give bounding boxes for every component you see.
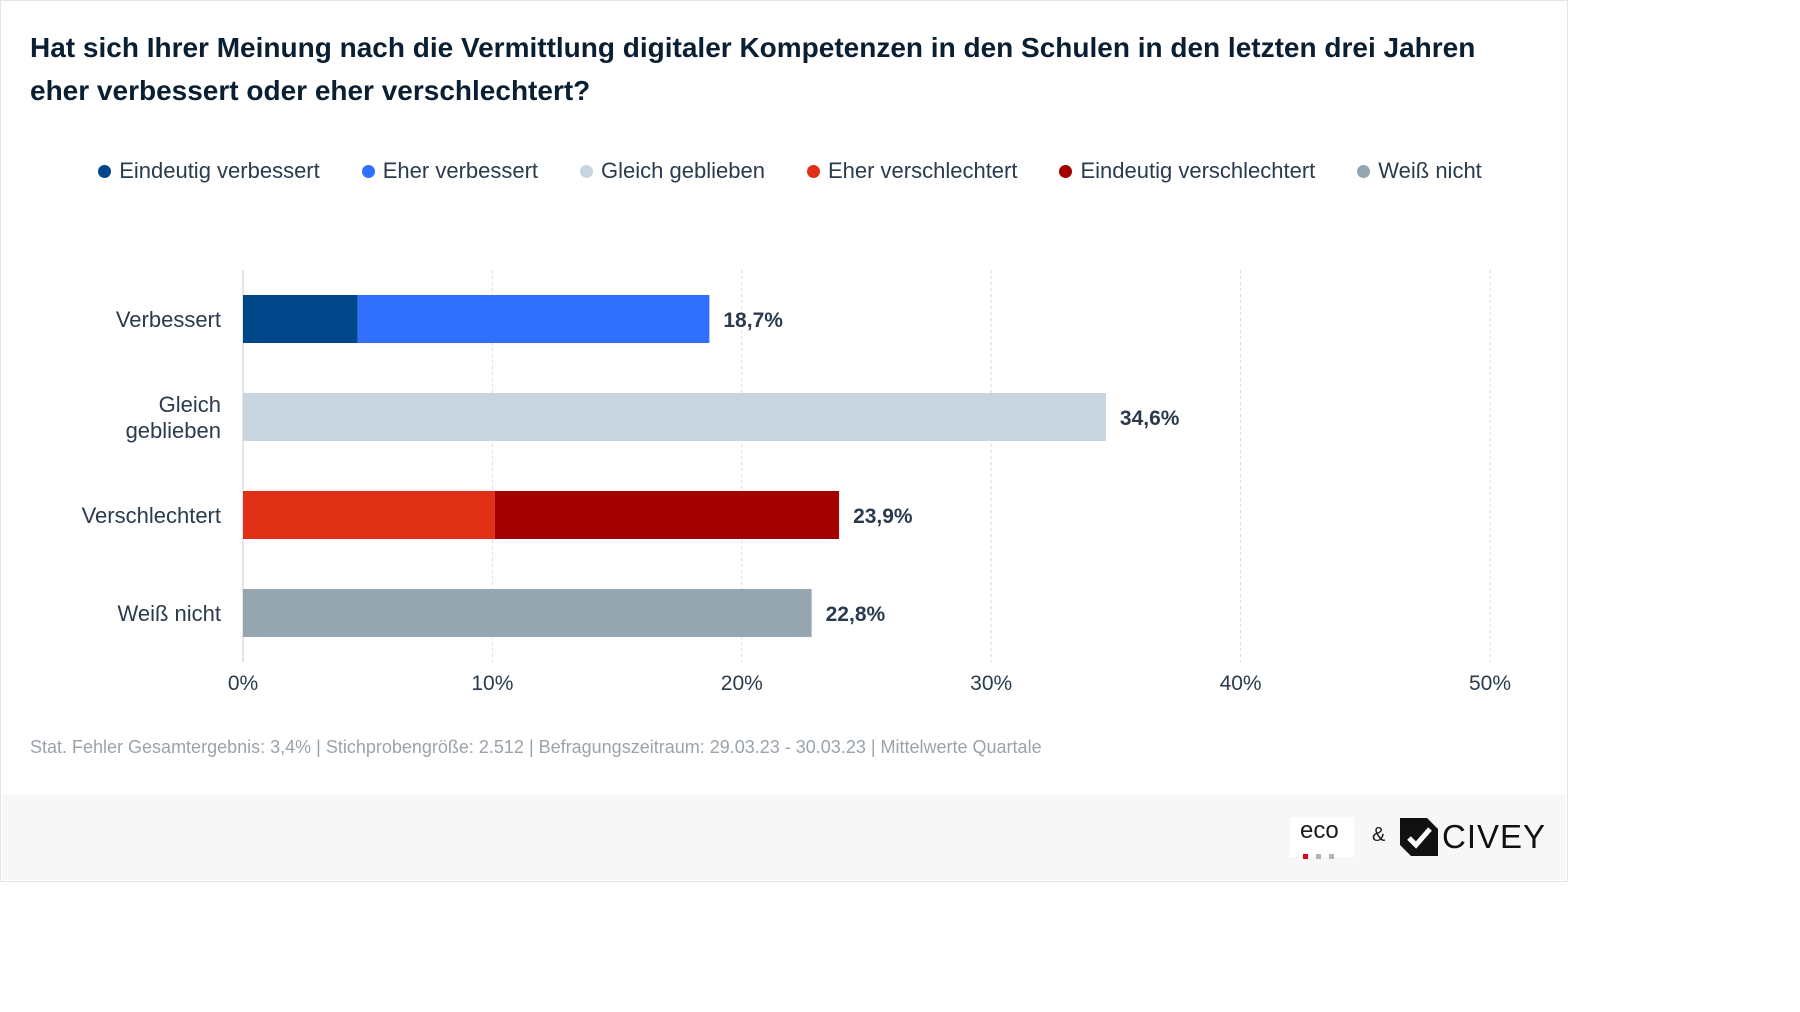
legend-item: Eindeutig verbessert: [98, 156, 320, 186]
y-category-label: Verbessert: [116, 307, 221, 332]
x-tick-label: 30%: [970, 672, 1012, 695]
bar-segment: [357, 295, 710, 343]
bar-segment: [243, 295, 358, 343]
legend-label: Gleich geblieben: [601, 158, 765, 183]
legend-swatch: [361, 164, 375, 178]
eco-dot: [1329, 854, 1334, 859]
x-tick-label: 20%: [721, 672, 763, 695]
eco-logo-dots: [1303, 846, 1342, 864]
data-label: 18,7%: [723, 309, 783, 332]
legend-item: Weiß nicht: [1357, 156, 1482, 186]
legend-swatch: [580, 164, 594, 178]
civey-logo-text: CIVEY: [1442, 818, 1547, 855]
chart-title: Hat sich Ihrer Meinung nach die Vermittl…: [30, 32, 1476, 106]
data-label: 23,9%: [853, 505, 913, 528]
legend-item: Eher verschlechtert: [806, 156, 1018, 186]
legend-item: Gleich geblieben: [580, 156, 765, 186]
bar-segment: [243, 589, 812, 637]
civey-logo-icon: [1400, 818, 1438, 856]
x-tick-label: 40%: [1220, 672, 1262, 695]
eco-dot: [1303, 854, 1308, 859]
bar-segment: [243, 491, 495, 539]
legend: Eindeutig verbessert Eher verbessert Gleic…: [90, 156, 1490, 186]
chart-frame: [0, 0, 1568, 882]
bar-segment: [494, 491, 840, 539]
eco-logo: eco: [1290, 817, 1354, 859]
y-category-label: Weiß nicht: [117, 601, 221, 626]
legend-label: Eindeutig verschlechtert: [1080, 158, 1316, 183]
legend-item: Eher verbessert: [361, 156, 539, 186]
x-tick-label: 50%: [1469, 672, 1511, 695]
legend-swatch: [98, 164, 112, 178]
legend-swatch: [1059, 164, 1073, 178]
y-category-label: Gleich geblieben: [126, 392, 221, 443]
eco-dot: [1316, 854, 1321, 859]
y-category-label: Verschlechtert: [82, 503, 221, 528]
legend-swatch: [1357, 164, 1371, 178]
legend-label: Weiß nicht: [1378, 158, 1482, 183]
logo-separator: &: [1372, 824, 1386, 846]
legend-swatch: [806, 164, 820, 178]
x-tick-label: 0%: [228, 672, 258, 695]
legend-label: Eindeutig verbessert: [119, 158, 320, 183]
eco-logo-text: eco: [1300, 817, 1339, 844]
legend-item: Eindeutig verschlechtert: [1059, 156, 1315, 186]
bar-chart: 0% 10% 20% 30% 40% 50% 18,7% Verbessert 34,6% Gle…: [82, 270, 1511, 695]
x-tick-label: 10%: [471, 672, 513, 695]
footnote: Stat. Fehler Gesamtergebnis: 3,4% | Stic…: [30, 737, 1042, 757]
data-label: 22,8%: [826, 603, 886, 626]
bar-segment: [243, 393, 1106, 441]
legend-label: Eher verschlechtert: [827, 158, 1018, 183]
legend-label: Eher verbessert: [382, 158, 539, 183]
data-label: 34,6%: [1120, 407, 1180, 430]
